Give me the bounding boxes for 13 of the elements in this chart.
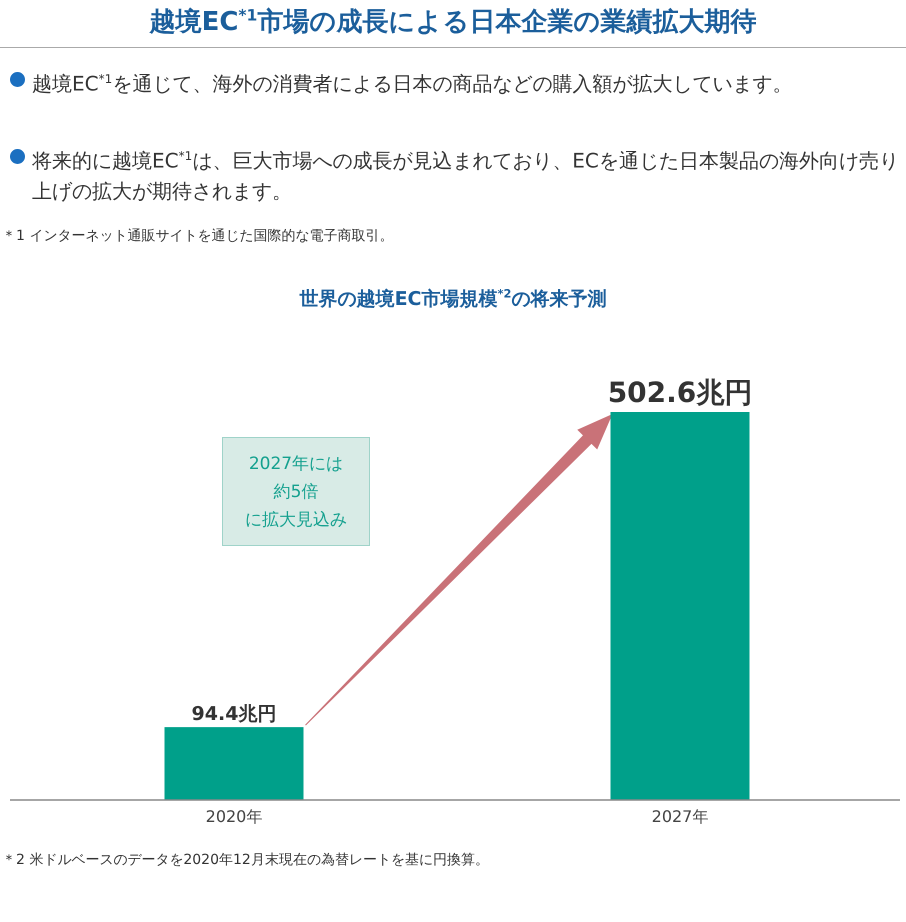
- text: 越境EC$^{*1}$を通じて、海外の消費者による日本の商品などの購入額が拡大しています。: [31, 70, 794, 98]
- x-tick-label: 2020年: [206, 807, 262, 826]
- x-tick-label: 2027年: [652, 807, 708, 826]
- text: ＊1 インターネット通販サイトを通じた国際的な電子商取引。: [2, 227, 394, 246]
- text: ＊2 米ドルベースのデータを2020年12月末現在の為替レートを基に円換算。: [2, 851, 490, 870]
- chart-subtitle: 世界の越境EC市場規模$^{*2}$の将来予測: [298, 286, 608, 312]
- annotation: 約5倍: [272, 481, 320, 504]
- chart-title: 越境EC$^{*1}$市場の成長による日本企業の業績拡大期待: [148, 5, 758, 39]
- text: 将来的に越境EC$^{*1}$は、巨大市場への成長が見込まれており、ECを通じた日本製品の海外向け売り上げの拡大が期待されます。: [31, 148, 900, 205]
- data-label: 502.6兆円: [608, 376, 752, 409]
- data-label: 94.4兆円: [192, 703, 276, 726]
- annotation: に拡大見込み: [244, 509, 348, 532]
- annotation: 2027年には: [248, 453, 344, 476]
